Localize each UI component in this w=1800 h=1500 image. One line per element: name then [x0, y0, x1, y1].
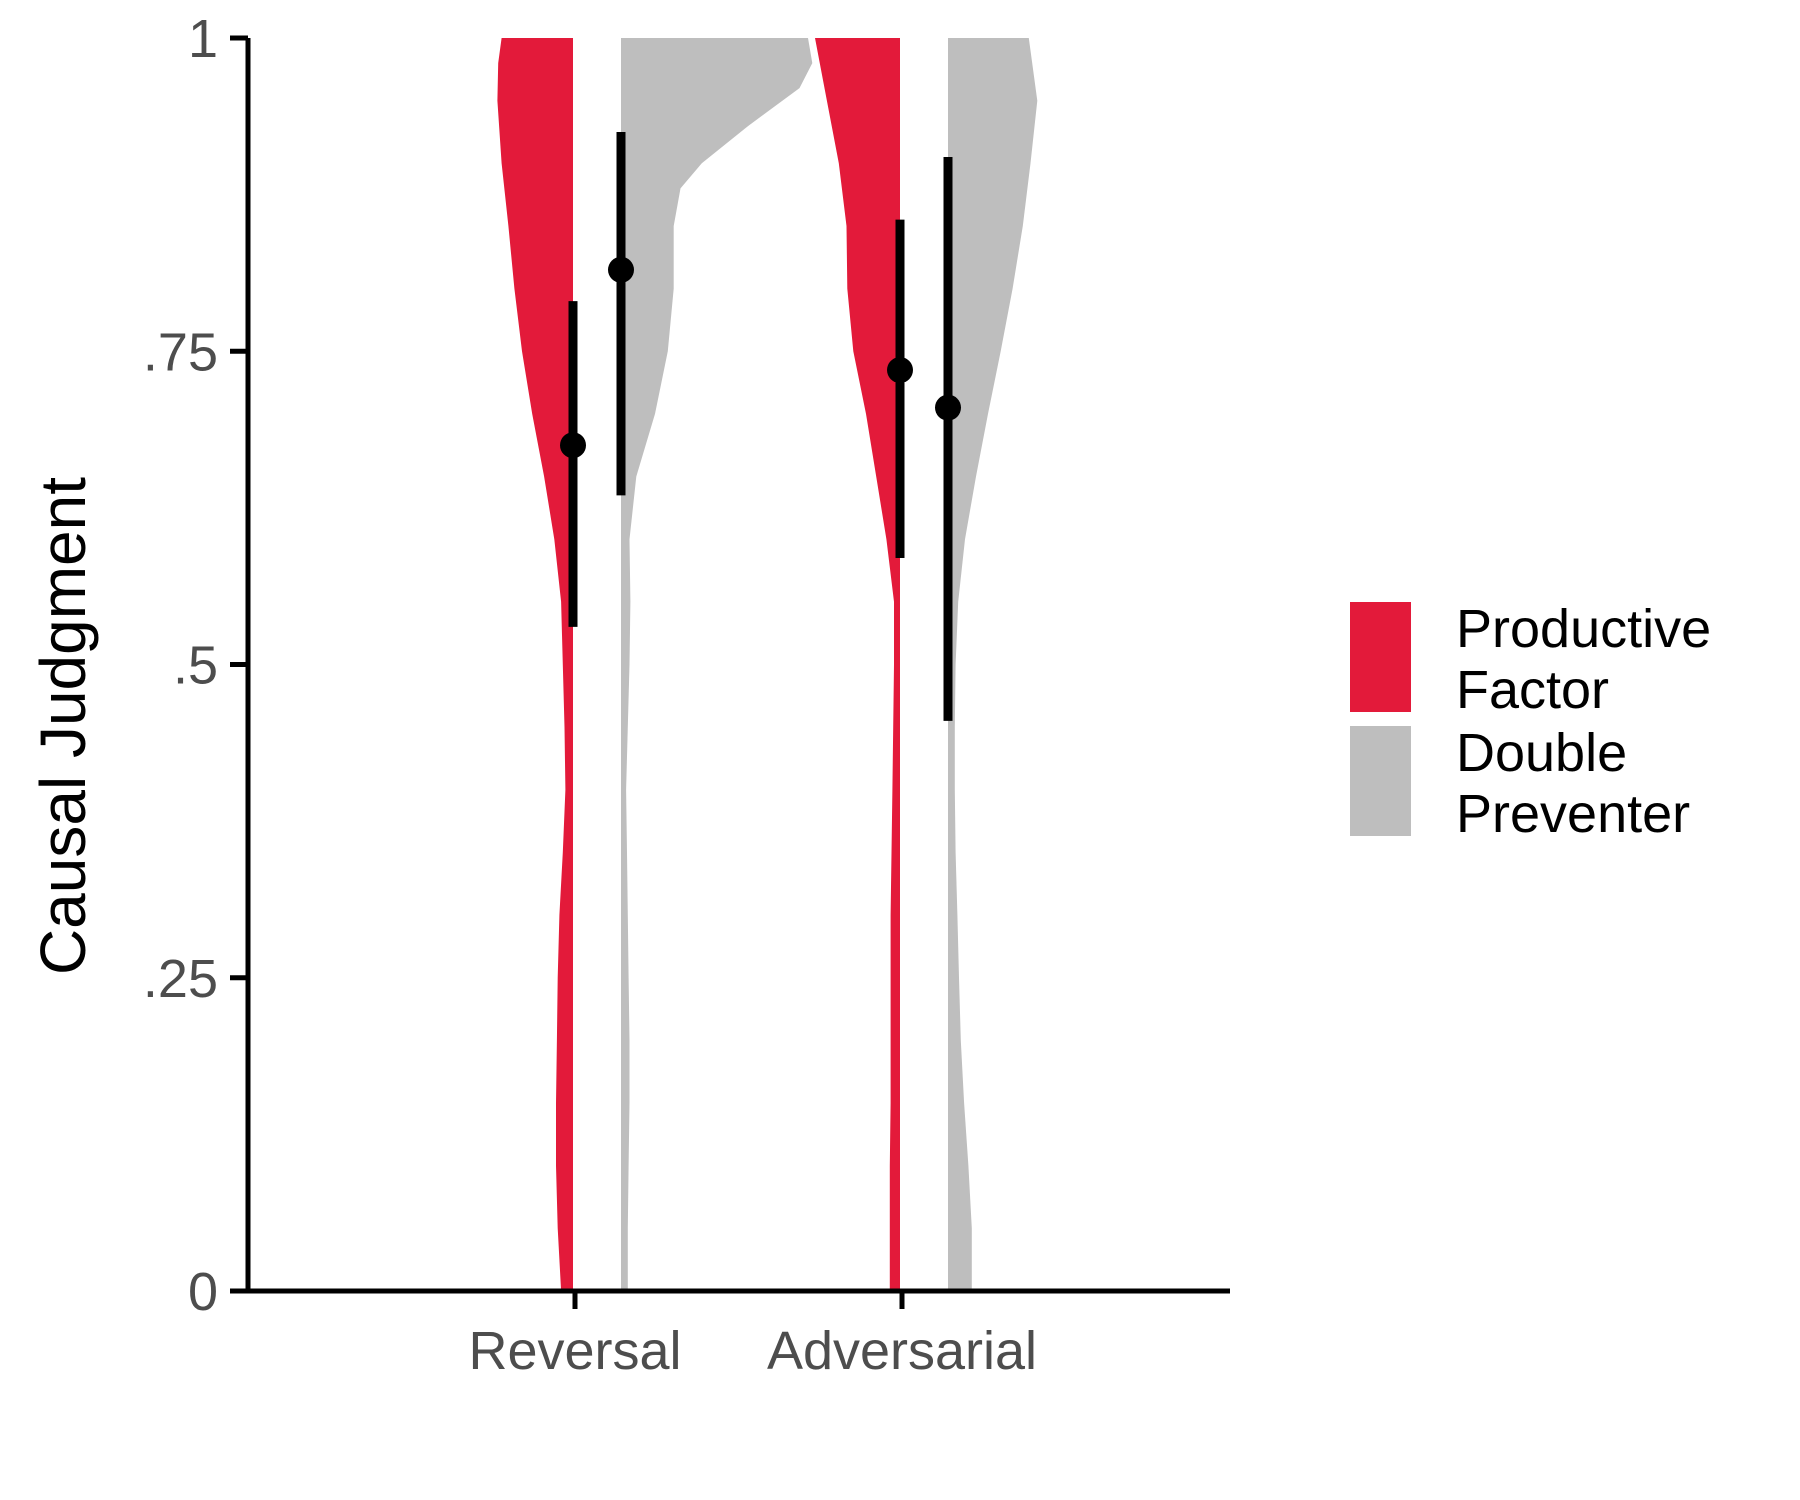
y-tick-label: 1 — [188, 9, 218, 69]
x-ticks: Reversal Adversarial — [468, 1291, 1037, 1381]
axes-layer — [245, 38, 1230, 1294]
violin-right-adversarial — [948, 38, 1038, 1291]
legend-label-line: Factor — [1456, 660, 1609, 720]
legend-label-line: Double — [1456, 723, 1627, 783]
y-tick-label: .25 — [143, 949, 218, 1009]
violin-left-adversarial — [815, 38, 900, 1291]
legend-key — [1350, 602, 1411, 712]
y-ticks: 0 .25 .5 .75 1 — [143, 9, 248, 1322]
x-tick-label: Reversal — [468, 1321, 681, 1381]
mean-point-left-adversarial — [887, 357, 913, 384]
y-tick-label: .5 — [173, 636, 218, 696]
y-tick-label: 0 — [188, 1262, 218, 1322]
legend-label: Double Preventer — [1456, 723, 1690, 844]
mean-point-right-reversal — [608, 256, 634, 283]
violin-right-reversal — [621, 38, 813, 1291]
legend-label-line: Preventer — [1456, 784, 1690, 844]
violins-layer — [497, 38, 1038, 1291]
x-tick-label: Adversarial — [767, 1321, 1037, 1381]
mean-point-right-adversarial — [935, 394, 961, 421]
y-tick-label: .75 — [143, 322, 218, 382]
y-axis-title: Causal Judgment — [27, 477, 99, 975]
legend-label: Productive Factor — [1456, 599, 1711, 720]
legend-label-line: Productive — [1456, 599, 1711, 659]
error-bars-layer — [560, 131, 961, 721]
violin-left-reversal — [497, 38, 573, 1291]
legend-key — [1350, 726, 1411, 836]
mean-point-left-reversal — [560, 432, 586, 459]
